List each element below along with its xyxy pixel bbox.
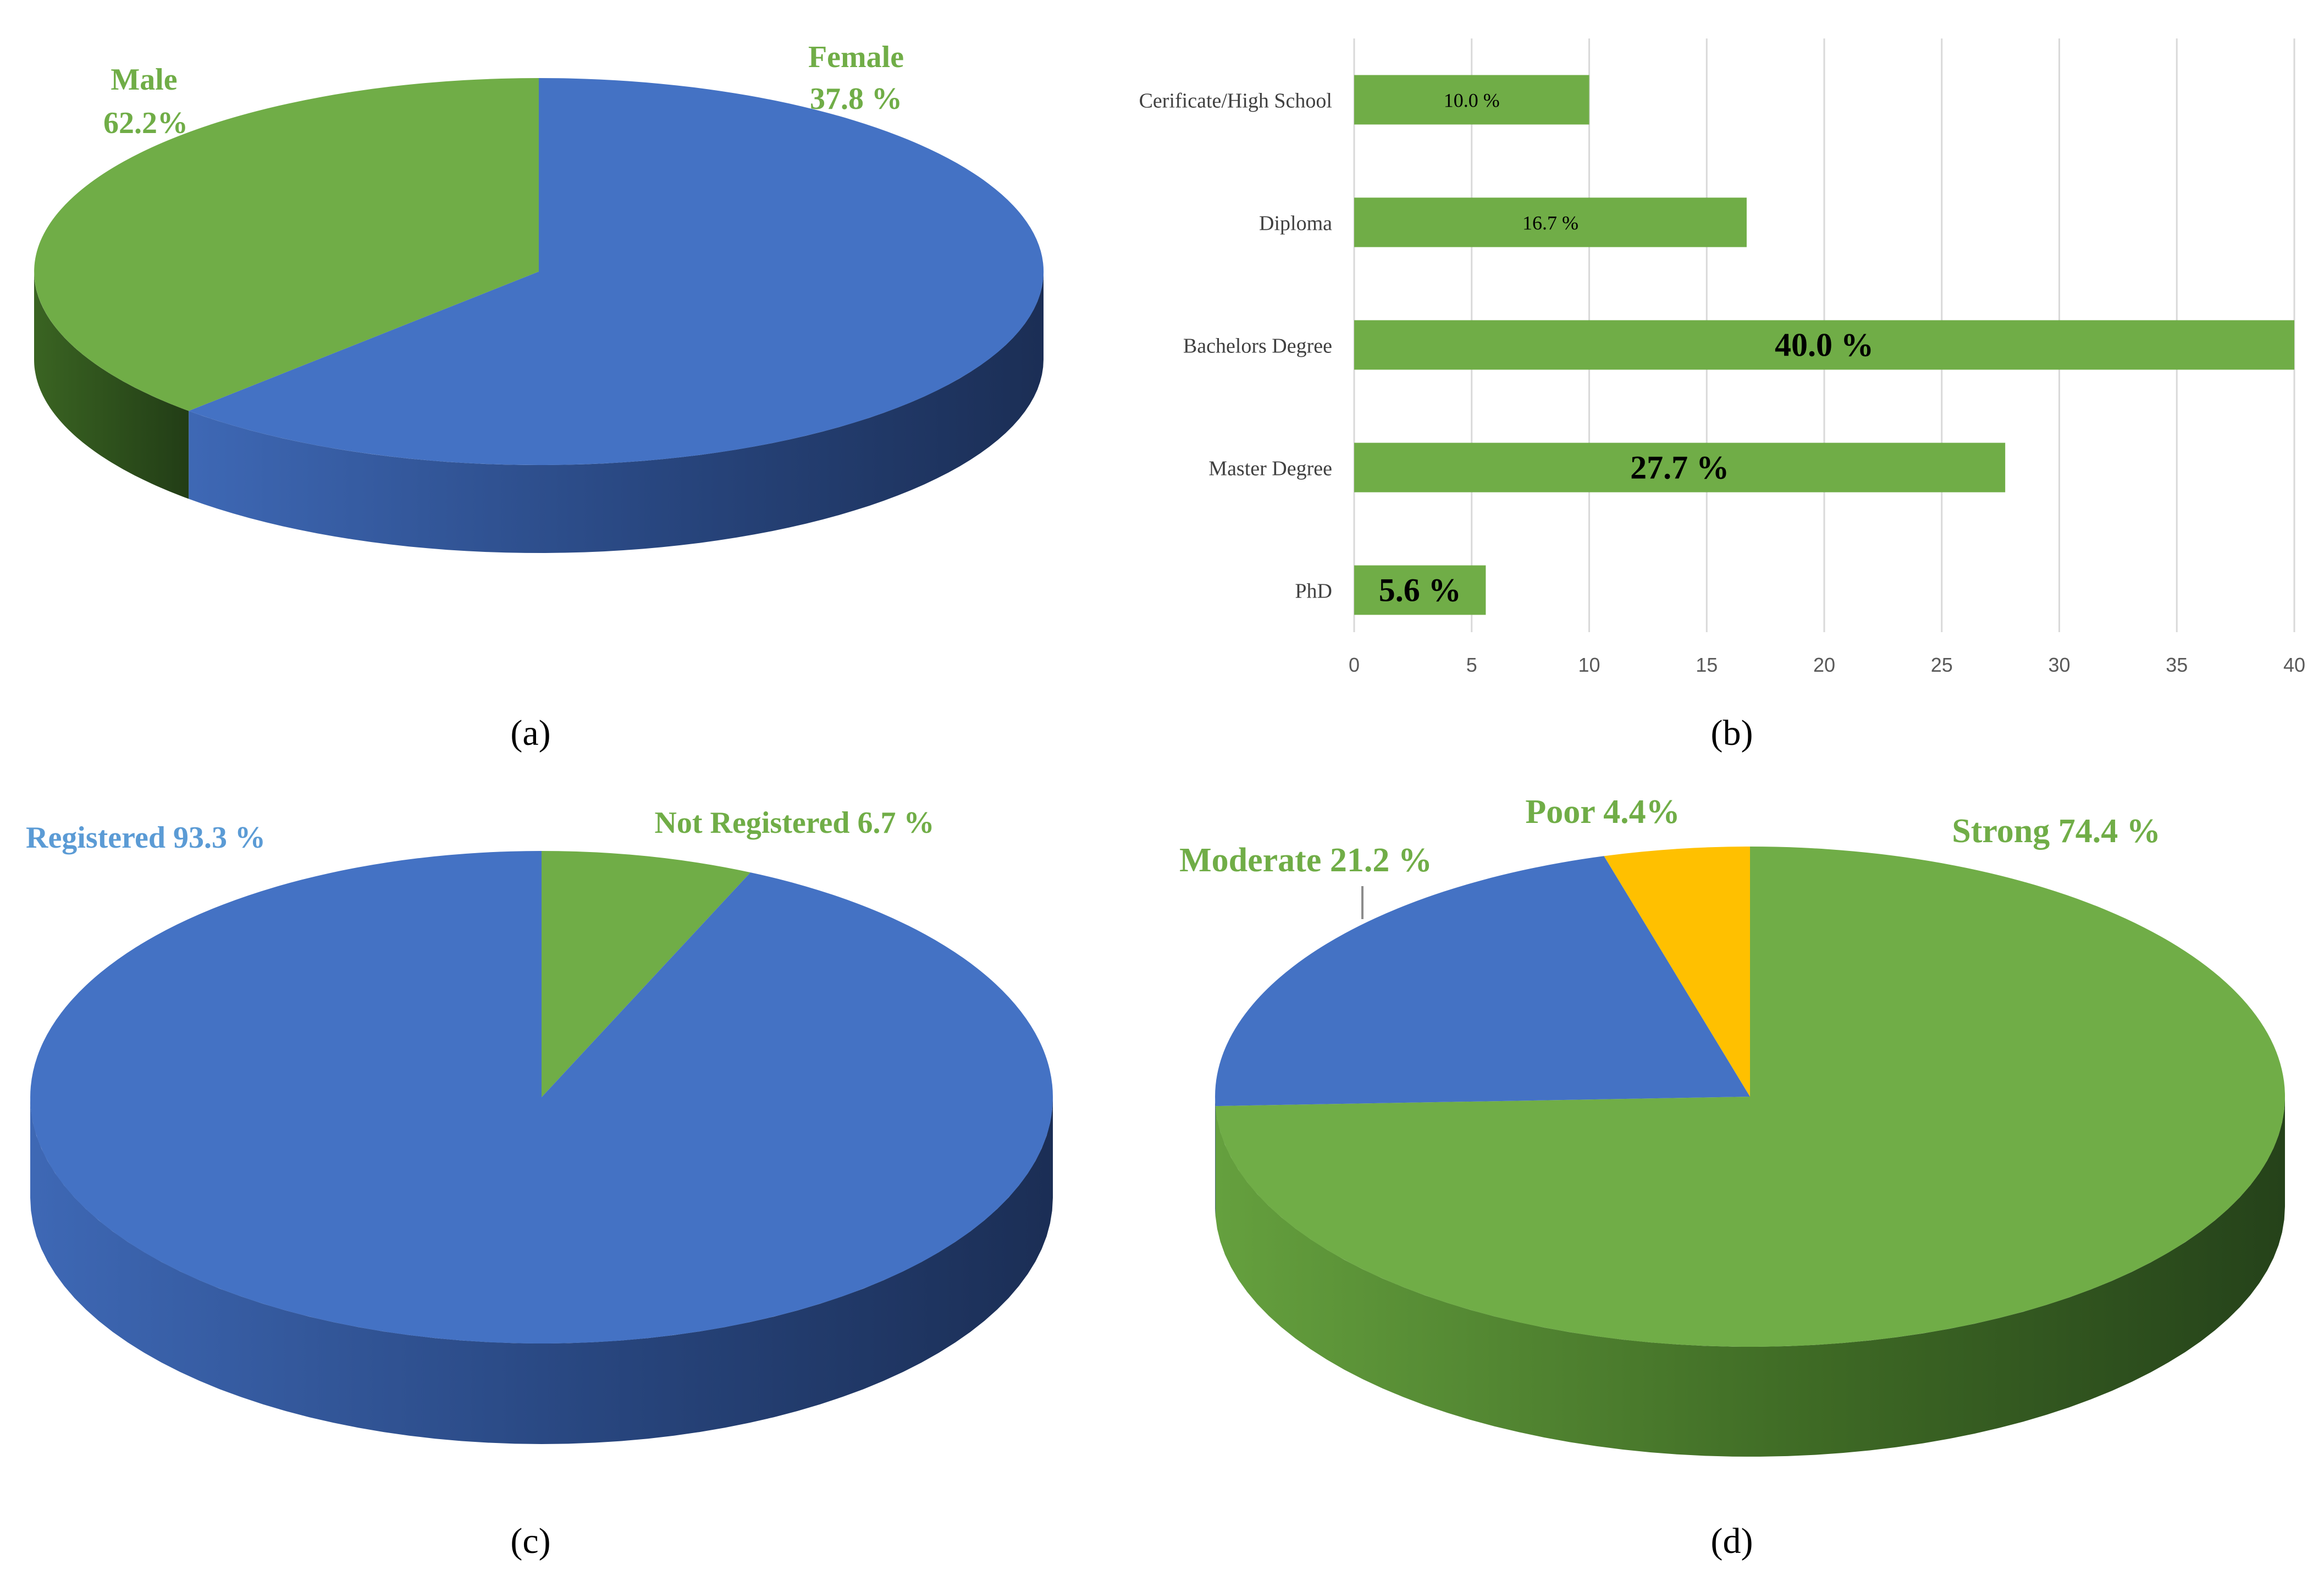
slice-label-poor: Poor 4.4% (1525, 793, 1680, 831)
x-tick-label: 10 (1578, 654, 1600, 676)
pie-side-registered (30, 1097, 1053, 1444)
bar-b-bars (1354, 75, 2294, 615)
x-tick-label: 35 (2166, 654, 2188, 676)
bar-diploma (1354, 197, 1747, 247)
pie-d-top (1215, 847, 2286, 1347)
category-label: Cerificate/High School (1139, 90, 1332, 113)
data-label: 16.7 % (1522, 212, 1578, 234)
slice-label-strong: Strong 74.4 % (1952, 812, 2161, 850)
pie-side-male (189, 272, 1044, 553)
x-tick-label: 15 (1696, 654, 1718, 676)
data-label: 5.6 % (1379, 572, 1461, 609)
bar-cerificate-high-school (1354, 75, 1589, 125)
bar-b-labels: 0 5 10 15 20 25 30 35 40 Cerificate/High School 10… (1139, 90, 2305, 677)
slice-label-male-name: Male (111, 63, 177, 97)
pie-c-side (30, 1097, 1053, 1444)
x-tick-label: 25 (1931, 654, 1953, 676)
pie-slice-registered (30, 851, 1053, 1344)
slice-label-moderate: Moderate 21.2 % (1179, 842, 1432, 879)
bar-master-degree (1354, 443, 2006, 493)
pie-slice-poor (1604, 847, 1750, 1097)
category-label: Master Degree (1208, 457, 1332, 480)
bar-phd (1354, 565, 1486, 615)
x-tick-label: 40 (2283, 654, 2305, 676)
pie-slice-strong (1215, 847, 2286, 1347)
pie-chart-strength: Strong 74.4 % Poor 4.4% Moderate 21.2 % … (1179, 793, 2286, 1561)
slice-label-male-value: 62.2% (103, 106, 188, 140)
panel-label-b: (b) (1711, 713, 1753, 753)
pie-a-side (34, 272, 1044, 553)
x-tick-label: 30 (2048, 654, 2070, 676)
bar-bachelors-degree (1354, 320, 2294, 370)
slice-label-female-name: Female (808, 40, 904, 74)
category-label: Diploma (1259, 212, 1332, 235)
pie-slice-female (34, 78, 539, 411)
x-tick-label: 0 (1349, 654, 1360, 676)
slice-label-female-value: 37.8 % (810, 82, 902, 116)
x-tick-label: 5 (1466, 654, 1477, 676)
pie-slice-not-registered (542, 851, 750, 1097)
panel-label-c: (c) (510, 1521, 550, 1561)
pie-chart-gender: Male 62.2% Female 37.8 % (a) (34, 40, 1044, 753)
pie-c-top (30, 851, 1053, 1344)
slice-label-registered: Registered 93.3 % (26, 821, 266, 855)
pie-chart-registration: Registered 93.3 % Not Registered 6.7 % (… (26, 806, 1053, 1561)
pie-side-moderate (1215, 1097, 1216, 1216)
panel-label-a: (a) (510, 713, 550, 753)
data-label: 27.7 % (1630, 450, 1729, 486)
pie-side-female (34, 272, 189, 499)
pie-slice-moderate (1215, 856, 1750, 1107)
bar-chart-education: 0 5 10 15 20 25 30 35 40 Cerificate/High School 10… (1139, 38, 2305, 753)
panel-label-d: (d) (1711, 1521, 1753, 1561)
pie-side-strong (1215, 1097, 2285, 1457)
data-label: 40.0 % (1775, 327, 1874, 363)
pie-a-top (34, 78, 1044, 465)
category-label: Bachelors Degree (1183, 335, 1332, 358)
slice-label-not-registered: Not Registered 6.7 % (654, 806, 934, 840)
pie-slice-male (189, 78, 1044, 465)
pie-d-side (1215, 1097, 2285, 1457)
data-label: 10.0 % (1444, 90, 1500, 112)
x-tick-label: 20 (1813, 654, 1835, 676)
category-label: PhD (1295, 580, 1332, 603)
